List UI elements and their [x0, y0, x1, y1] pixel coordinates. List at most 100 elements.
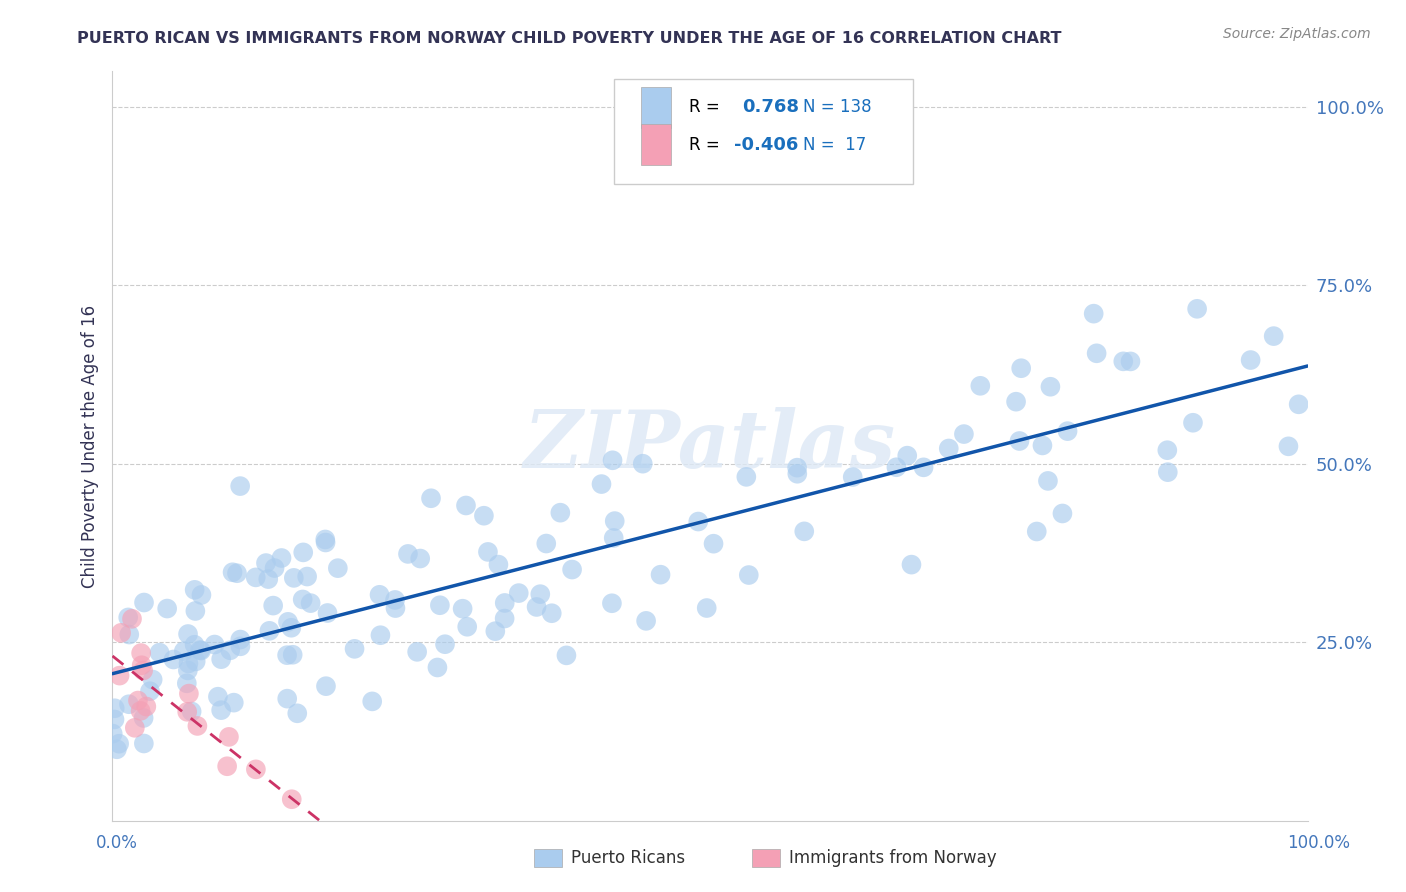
Point [1036, 474, 1059, 488]
Point [177, 687, 200, 701]
Point [702, 537, 724, 551]
Point [209, 652, 232, 666]
Point [295, 569, 318, 583]
Point [104, 701, 127, 715]
Point [600, 596, 623, 610]
Point [526, 599, 548, 614]
Point [451, 601, 474, 615]
Point [738, 568, 761, 582]
Point [176, 676, 198, 690]
Text: 100.0%: 100.0% [1286, 834, 1350, 852]
Point [292, 545, 315, 559]
Point [494, 611, 516, 625]
Point [650, 567, 672, 582]
Point [177, 627, 200, 641]
Text: R =: R = [689, 98, 724, 116]
Point [969, 379, 991, 393]
Point [494, 596, 516, 610]
Point [110, 625, 132, 640]
Point [1083, 307, 1105, 321]
Point [291, 592, 314, 607]
Point [108, 737, 131, 751]
Point [190, 643, 212, 657]
Point [900, 558, 922, 572]
Point [384, 593, 406, 607]
Point [1239, 353, 1261, 368]
Point [1010, 361, 1032, 376]
Text: 0.768: 0.768 [742, 98, 799, 116]
Point [735, 470, 758, 484]
Point [912, 460, 935, 475]
Text: Source: ZipAtlas.com: Source: ZipAtlas.com [1223, 27, 1371, 41]
Point [1277, 439, 1299, 453]
Point [121, 612, 143, 626]
Point [180, 705, 202, 719]
Point [132, 711, 155, 725]
Point [488, 558, 510, 572]
Text: N = 138: N = 138 [803, 98, 872, 116]
Point [142, 673, 165, 687]
Point [105, 742, 128, 756]
Point [696, 601, 718, 615]
Point [540, 606, 562, 620]
Point [127, 693, 149, 707]
Point [188, 643, 211, 657]
Point [529, 587, 551, 601]
Point [786, 460, 808, 475]
Point [186, 719, 208, 733]
Point [343, 641, 366, 656]
Point [270, 551, 292, 566]
Point [429, 599, 451, 613]
Point [148, 646, 170, 660]
Point [406, 645, 429, 659]
Point [786, 467, 808, 481]
Point [426, 660, 449, 674]
Point [1263, 329, 1285, 343]
Y-axis label: Child Poverty Under the Age of 16: Child Poverty Under the Age of 16 [80, 304, 98, 588]
Point [456, 620, 478, 634]
Point [209, 703, 232, 717]
Point [218, 730, 240, 744]
Point [129, 646, 152, 660]
Point [281, 648, 304, 662]
Point [118, 627, 141, 641]
Point [280, 621, 302, 635]
Point [103, 713, 125, 727]
FancyBboxPatch shape [641, 87, 671, 128]
Point [1005, 394, 1028, 409]
Point [229, 640, 252, 654]
Point [254, 556, 277, 570]
Point [177, 657, 200, 671]
Point [938, 442, 960, 456]
Point [262, 599, 284, 613]
Text: N =  17: N = 17 [803, 136, 866, 153]
Point [409, 551, 432, 566]
Point [953, 427, 976, 442]
Point [550, 506, 572, 520]
Point [285, 706, 308, 721]
Point [184, 604, 207, 618]
Point [1039, 380, 1062, 394]
Text: PUERTO RICAN VS IMMIGRANTS FROM NORWAY CHILD POVERTY UNDER THE AGE OF 16 CORRELA: PUERTO RICAN VS IMMIGRANTS FROM NORWAY C… [77, 31, 1062, 46]
Point [222, 696, 245, 710]
Point [117, 610, 139, 624]
Point [229, 479, 252, 493]
Point [315, 535, 337, 549]
Point [886, 460, 908, 475]
Point [277, 615, 299, 629]
Point [259, 624, 281, 638]
Point [219, 643, 242, 657]
Point [204, 638, 226, 652]
Point [176, 705, 198, 719]
Point [477, 545, 499, 559]
Point [1085, 346, 1108, 360]
Point [454, 499, 477, 513]
Point [132, 664, 155, 678]
Point [1181, 416, 1204, 430]
Point [396, 547, 419, 561]
Point [1031, 438, 1053, 452]
Point [603, 531, 626, 545]
Point [1112, 354, 1135, 368]
Point [1157, 465, 1180, 479]
Point [263, 561, 285, 575]
